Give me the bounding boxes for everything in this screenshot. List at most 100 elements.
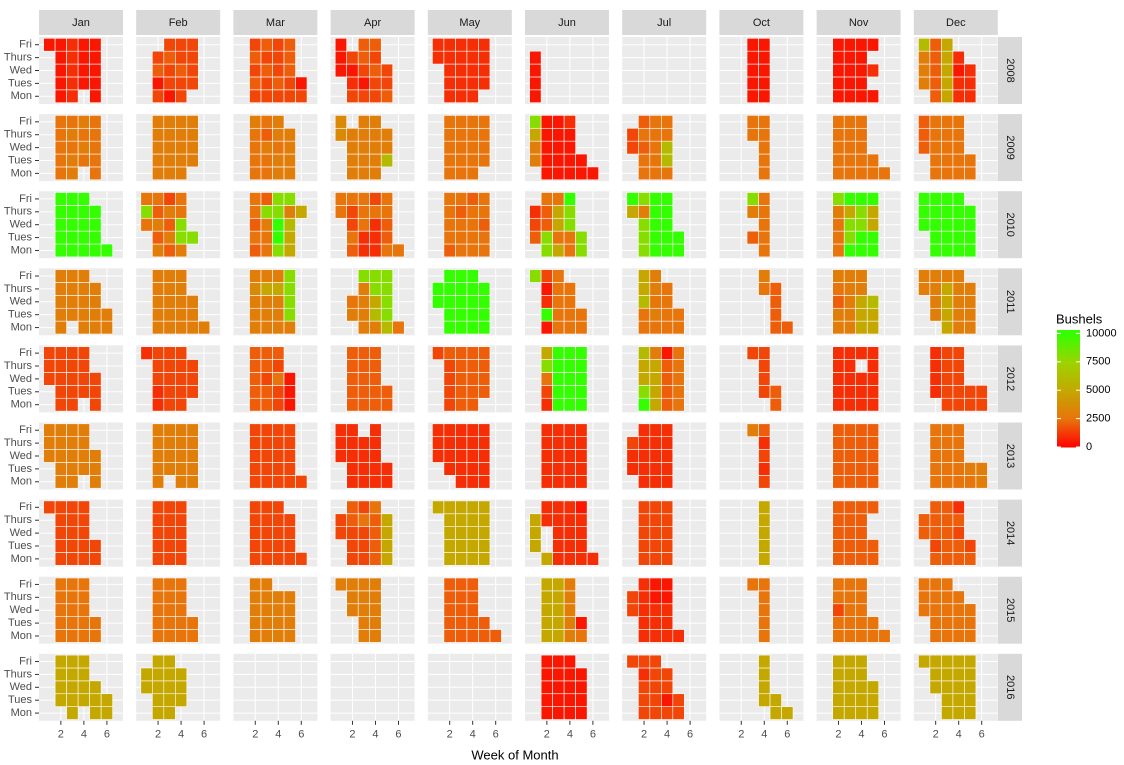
heat-cell xyxy=(152,590,165,605)
heat-cell xyxy=(466,629,479,643)
heat-cell xyxy=(964,320,977,335)
heat-cell xyxy=(369,243,382,258)
heat-cell xyxy=(649,693,662,707)
colorbar-segment xyxy=(1057,359,1080,362)
heat-cell xyxy=(163,282,176,296)
heat-cell xyxy=(941,603,954,617)
y-tick-label: Fri xyxy=(19,270,32,282)
heat-cell xyxy=(552,217,565,232)
heat-cell xyxy=(855,667,868,682)
heat-cell xyxy=(638,243,651,258)
heat-cell xyxy=(369,89,382,104)
heat-cell xyxy=(843,217,857,232)
heat-cell xyxy=(866,89,880,104)
heat-cell xyxy=(746,192,759,206)
heat-cell xyxy=(260,230,273,245)
x-tick-label: 4 xyxy=(567,729,573,741)
heat-cell xyxy=(283,76,296,91)
heat-cell xyxy=(369,217,382,232)
heat-cell xyxy=(346,230,359,245)
heat-cell xyxy=(855,629,868,643)
heat-cell xyxy=(163,539,176,553)
heat-cell xyxy=(866,63,880,78)
heat-cell xyxy=(443,76,456,91)
colorbar-segment xyxy=(1057,437,1080,440)
heat-cell xyxy=(952,346,965,360)
heat-cell xyxy=(563,346,576,360)
heat-cell xyxy=(249,513,262,527)
heat-cell xyxy=(357,629,371,643)
heat-cell xyxy=(843,295,857,309)
heat-cell xyxy=(575,629,588,643)
heat-cell xyxy=(283,37,296,52)
heat-cell xyxy=(186,423,199,437)
heat-cell xyxy=(952,115,965,129)
heat-cell xyxy=(563,140,576,155)
heat-cell xyxy=(540,629,553,643)
heat-cell xyxy=(843,166,857,181)
heat-cell xyxy=(163,616,176,630)
heat-cell xyxy=(54,449,67,463)
heat-cell xyxy=(661,500,674,515)
colorbar-segment xyxy=(1057,409,1080,413)
heat-cell xyxy=(466,63,479,78)
heat-cell xyxy=(249,269,262,283)
heat-cell xyxy=(163,115,176,129)
heat-cell xyxy=(369,423,382,437)
heat-cell xyxy=(152,346,165,360)
heat-cell xyxy=(357,449,371,463)
heat-cell xyxy=(929,590,942,605)
heat-cell xyxy=(964,76,977,91)
colorbar-segment xyxy=(1057,435,1080,438)
heat-cell xyxy=(77,230,90,245)
heat-cell xyxy=(746,76,759,91)
heat-cell xyxy=(66,166,79,181)
heat-cell xyxy=(626,462,639,476)
heat-cell xyxy=(540,603,553,617)
heat-cell xyxy=(163,680,176,695)
heat-cell xyxy=(672,359,685,373)
heat-cell xyxy=(649,307,662,322)
heat-cell xyxy=(455,359,468,373)
heat-cell xyxy=(175,603,188,617)
heat-cell xyxy=(649,462,662,476)
heat-cell xyxy=(563,385,576,399)
heat-cell xyxy=(540,616,553,630)
heat-cell xyxy=(661,706,674,720)
heat-cell xyxy=(432,500,445,515)
heat-cell xyxy=(466,372,479,386)
heat-cell xyxy=(661,243,674,258)
heat-cell xyxy=(455,282,468,296)
heat-cell xyxy=(175,63,188,78)
heat-cell xyxy=(552,282,565,296)
heat-cell xyxy=(529,63,542,78)
heat-cell xyxy=(54,205,67,219)
heat-cell xyxy=(334,577,348,592)
heat-cell xyxy=(152,616,165,630)
heat-cell xyxy=(249,153,262,168)
heat-cell xyxy=(529,539,542,553)
heat-cell xyxy=(661,307,674,322)
heat-cell xyxy=(563,192,576,206)
heat-cell xyxy=(369,282,382,296)
heat-cell xyxy=(758,282,771,296)
heat-cell xyxy=(843,462,857,476)
heat-cell xyxy=(866,372,880,386)
heat-cell xyxy=(455,475,468,489)
heat-cell xyxy=(638,166,651,181)
heat-cell xyxy=(540,307,553,322)
heat-cell xyxy=(466,76,479,91)
heat-cell xyxy=(843,397,857,412)
heat-cell xyxy=(186,127,199,142)
heat-cell xyxy=(941,397,954,412)
heat-cell xyxy=(832,166,845,181)
heat-cell xyxy=(540,166,553,181)
heat-cell xyxy=(443,217,456,232)
colorbar-segment xyxy=(1057,347,1080,350)
heat-cell xyxy=(466,526,479,540)
heat-cell xyxy=(54,127,67,142)
heat-cell xyxy=(855,500,868,515)
heat-cell xyxy=(455,616,468,630)
y-tick-label: Fri xyxy=(19,39,32,51)
heat-cell xyxy=(152,423,165,437)
